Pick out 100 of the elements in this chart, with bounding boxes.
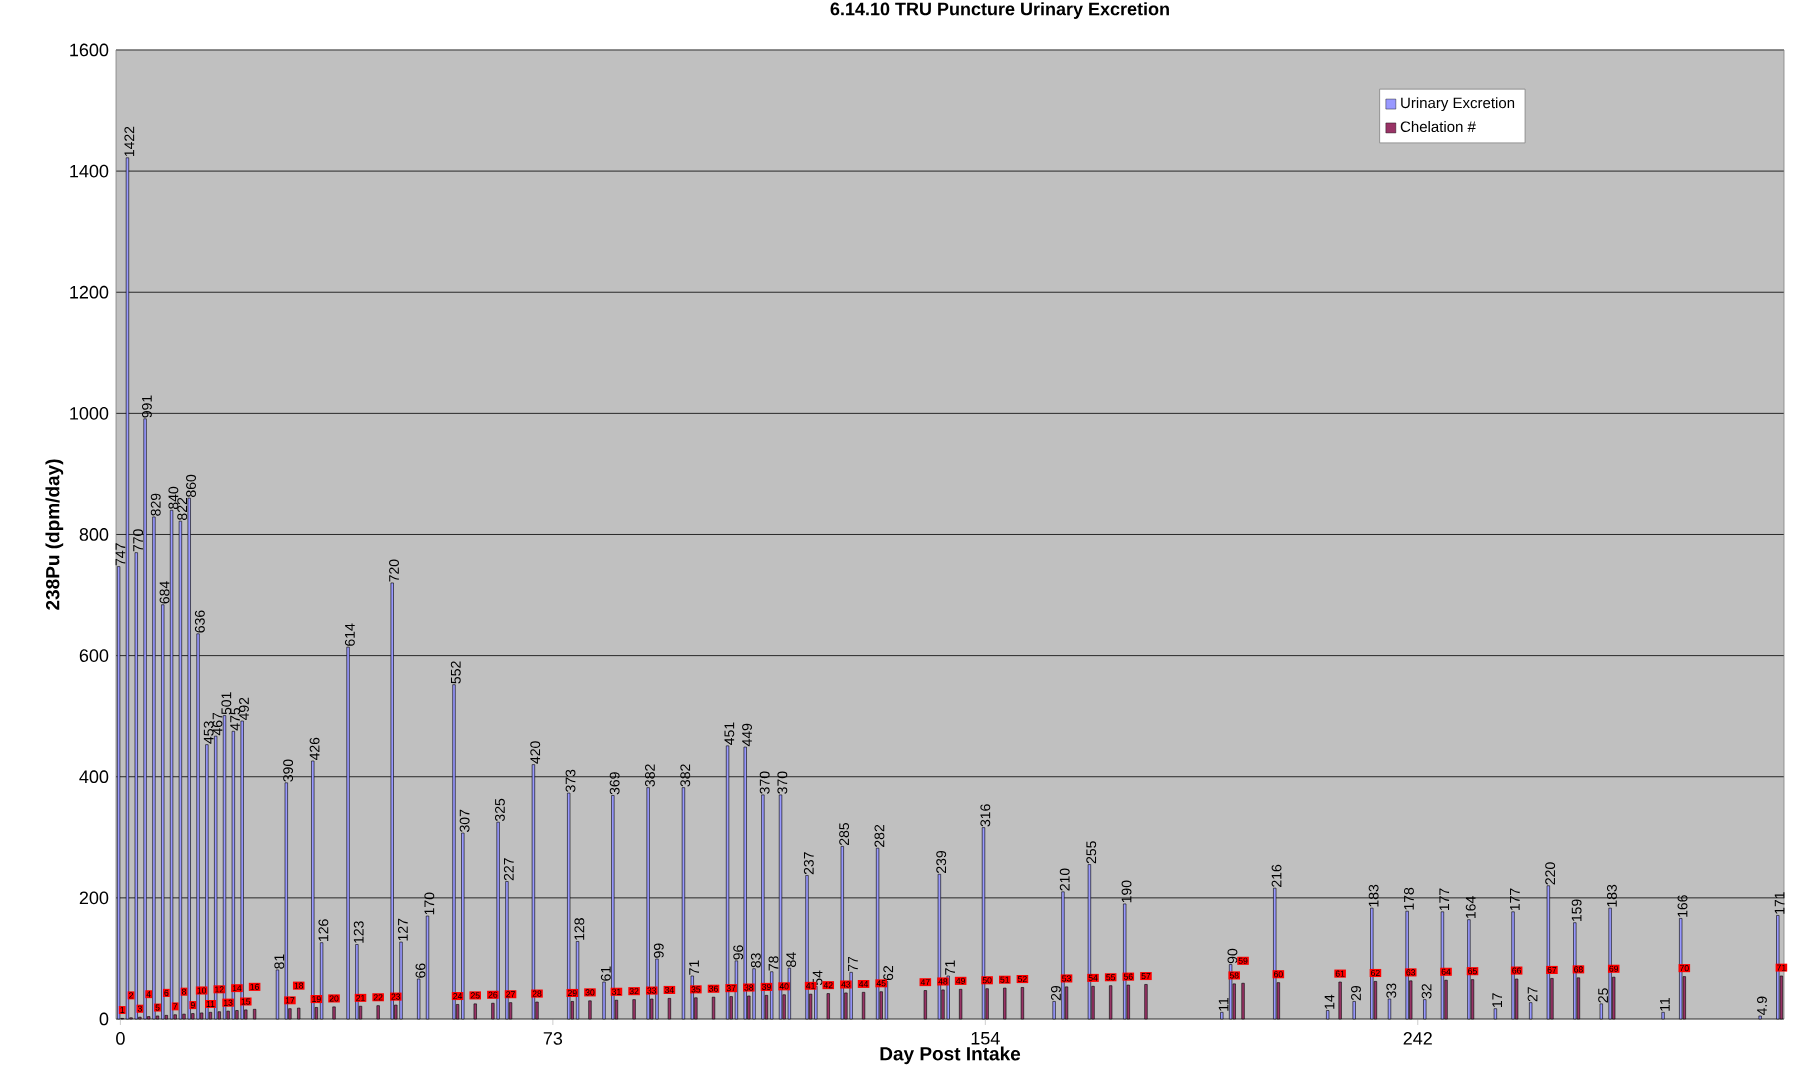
bar bbox=[1052, 1001, 1056, 1020]
x-tick-label: 154 bbox=[971, 1032, 1000, 1045]
data-label: 70 bbox=[1679, 965, 1689, 972]
data-label: 27 bbox=[1527, 987, 1538, 1002]
data-label: 35 bbox=[691, 986, 701, 993]
bar bbox=[332, 1006, 336, 1020]
data-label: 159 bbox=[1571, 899, 1582, 922]
data-label: 1422 bbox=[124, 126, 135, 157]
data-label: 39 bbox=[762, 983, 771, 990]
data-label: 285 bbox=[839, 823, 850, 846]
data-label: 614 bbox=[344, 623, 355, 646]
data-label: 3 bbox=[137, 1005, 142, 1012]
data-label: 216 bbox=[1271, 864, 1282, 887]
data-label: 62 bbox=[1371, 969, 1380, 977]
data-label: 64 bbox=[1441, 968, 1451, 975]
data-label: 822 bbox=[177, 497, 188, 520]
legend-label: Chelation # bbox=[1400, 121, 1476, 133]
bar bbox=[320, 942, 324, 1020]
data-label: 52 bbox=[1017, 976, 1027, 983]
data-label: 183 bbox=[1368, 884, 1379, 907]
data-label: 23 bbox=[391, 993, 401, 1000]
data-label: 30 bbox=[585, 989, 595, 996]
bar bbox=[297, 1007, 301, 1020]
y-tick-label: 800 bbox=[79, 528, 109, 541]
data-label: 382 bbox=[645, 764, 655, 787]
data-label: 49 bbox=[956, 977, 965, 984]
data-label: 382 bbox=[680, 764, 691, 787]
data-label: 61 bbox=[1335, 970, 1345, 977]
bar bbox=[417, 978, 421, 1020]
data-label: 7 bbox=[173, 1003, 178, 1010]
data-label: 26 bbox=[488, 991, 498, 998]
data-label: 126 bbox=[318, 919, 329, 942]
y-axis-title: 238Pu (dpm/day) bbox=[45, 459, 64, 610]
bar bbox=[1144, 984, 1148, 1020]
data-label: 840 bbox=[168, 486, 179, 510]
data-label: 38 bbox=[744, 984, 754, 991]
x-tick-label: 242 bbox=[1403, 1032, 1432, 1045]
y-tick-label: 400 bbox=[79, 770, 109, 784]
data-label: 4 bbox=[146, 991, 151, 998]
data-label: 25 bbox=[470, 992, 480, 999]
bar bbox=[425, 915, 430, 1020]
bar bbox=[1220, 1012, 1224, 1020]
data-label: 47 bbox=[920, 979, 930, 986]
bar bbox=[1387, 998, 1392, 1020]
data-label: 66 bbox=[415, 963, 426, 978]
data-label: 390 bbox=[283, 759, 294, 782]
data-label: 17 bbox=[1492, 993, 1502, 1008]
data-label: 57 bbox=[1141, 973, 1151, 980]
data-label: 27 bbox=[506, 991, 515, 998]
data-label: 77 bbox=[848, 956, 858, 972]
bar bbox=[602, 981, 606, 1020]
data-label: 68 bbox=[1574, 966, 1583, 973]
legend-label: Urinary Excretion bbox=[1401, 97, 1515, 112]
data-label: 18 bbox=[294, 982, 304, 989]
data-label: 166 bbox=[1677, 895, 1688, 917]
data-label: 860 bbox=[186, 474, 196, 497]
data-label: 492 bbox=[239, 697, 249, 721]
data-label: 220 bbox=[1545, 862, 1556, 885]
bar bbox=[711, 996, 716, 1020]
data-label: 44 bbox=[858, 981, 869, 987]
data-label: 32 bbox=[1421, 984, 1432, 999]
y-tick-label: 1200 bbox=[70, 285, 109, 299]
data-label: 55 bbox=[1106, 974, 1116, 981]
data-label: 14 bbox=[1324, 994, 1335, 1009]
data-label: 45 bbox=[876, 980, 886, 987]
data-label: 177 bbox=[1510, 888, 1520, 911]
data-label: 71 bbox=[1777, 964, 1786, 971]
bar bbox=[667, 998, 671, 1020]
bar bbox=[1529, 1002, 1533, 1020]
y-tick-label: 600 bbox=[79, 649, 109, 662]
data-label: 21 bbox=[356, 994, 365, 1001]
data-label: 8 bbox=[181, 988, 186, 995]
data-label: 178 bbox=[1404, 887, 1414, 910]
y-tick-label: 1600 bbox=[70, 43, 109, 57]
data-label: 69 bbox=[1609, 965, 1619, 972]
data-label: 127 bbox=[397, 918, 408, 941]
data-label: 420 bbox=[530, 741, 541, 764]
data-label: 96 bbox=[733, 945, 744, 960]
data-label: 10 bbox=[197, 987, 207, 994]
data-label: 90 bbox=[1227, 948, 1238, 964]
data-label: 71 bbox=[945, 960, 955, 975]
data-label: 11 bbox=[206, 1001, 215, 1007]
data-label: 37 bbox=[726, 985, 736, 992]
bar bbox=[1758, 1015, 1762, 1020]
data-label: 123 bbox=[353, 921, 364, 943]
data-label: 171 bbox=[1774, 892, 1785, 914]
data-label: 307 bbox=[459, 809, 470, 832]
data-label: 1 bbox=[120, 1007, 125, 1013]
bar bbox=[1326, 1010, 1330, 1020]
chart-title: 6.14.10 TRU Puncture Urinary Excretion bbox=[830, 2, 1169, 19]
data-label: 34 bbox=[664, 986, 674, 993]
data-label: 63 bbox=[1406, 969, 1416, 976]
data-label: 16 bbox=[250, 983, 259, 990]
data-label: 239 bbox=[936, 850, 947, 873]
data-label: 40 bbox=[779, 983, 789, 990]
data-label: 829 bbox=[150, 493, 161, 516]
data-label: 61 bbox=[600, 966, 611, 981]
data-label: 53 bbox=[1062, 975, 1071, 982]
data-label: 99 bbox=[653, 943, 664, 958]
data-label: 5 bbox=[155, 1004, 160, 1011]
